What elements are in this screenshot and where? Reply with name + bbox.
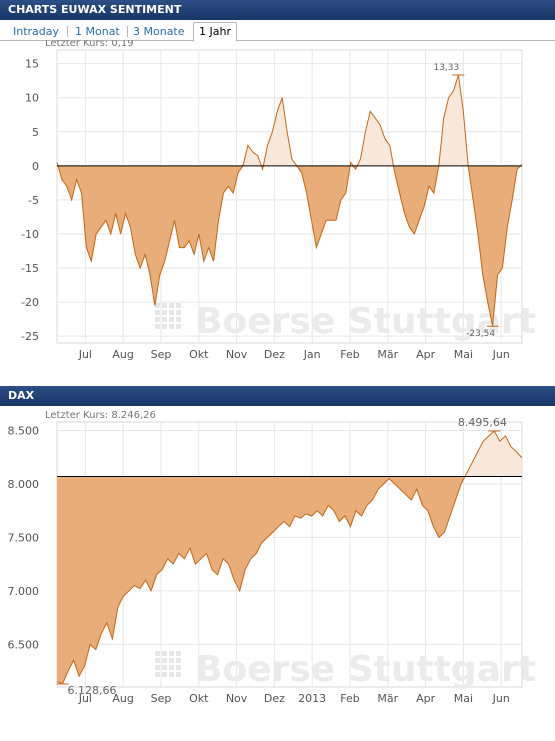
plot-frame — [56, 421, 523, 688]
x-tick-label: Nov — [226, 348, 248, 361]
x-tick-label: Mai — [454, 348, 473, 361]
watermark-logo-dot — [169, 317, 174, 322]
tab-separator — [127, 26, 128, 37]
y-tick-label: -20 — [21, 296, 39, 309]
tab-1-jahr[interactable]: 1 Jahr — [193, 22, 237, 42]
sentiment-chart: Jul Aug Sep Okt Nov Dez Jan Feb Mär Apr Mai Jun 15 10… — [0, 40, 555, 380]
watermark-logo-dot — [155, 672, 160, 677]
watermark-logo-dot — [162, 317, 167, 322]
watermark-logo-dot — [155, 658, 160, 663]
watermark-logo-dot — [176, 651, 181, 656]
tab-3-monate[interactable]: 3 Monate — [133, 25, 185, 38]
y-tick-label: 10 — [25, 92, 39, 105]
y-tick-label: 6.500 — [8, 638, 40, 651]
watermark-logo-dot — [155, 651, 160, 656]
watermark-logo-dot — [176, 303, 181, 308]
x-tick-label: Nov — [226, 692, 248, 705]
area-fill-below — [57, 476, 522, 684]
x-tick-label: 2013 — [298, 692, 326, 705]
watermark-logo-dot — [169, 672, 174, 677]
area-fill-below — [57, 165, 521, 327]
y-tick-label: 5 — [32, 126, 39, 139]
area-fill-above — [464, 431, 522, 477]
sentiment-chart-svg: Jul Aug Sep Okt Nov Dez Jan Feb Mär Apr Mai Jun 15 10… — [21, 40, 536, 361]
watermark-logo-dot — [155, 324, 160, 329]
x-tick-label: Apr — [416, 692, 436, 705]
x-tick-label: Jun — [492, 692, 510, 705]
y-tick-label: -5 — [28, 194, 39, 207]
x-tick-label: Feb — [340, 348, 359, 361]
dax-panel-title: DAX — [8, 389, 35, 402]
y-tick-label: 7.000 — [8, 585, 40, 598]
sentiment-panel-title: CHARTS EUWAX SENTIMENT — [8, 3, 182, 16]
watermark-logo-dot — [169, 651, 174, 656]
tab-intraday[interactable]: Intraday — [13, 25, 60, 38]
watermark-logo-dot — [176, 665, 181, 670]
last-price-label: Letzter Kurs: 0,19 — [45, 40, 134, 49]
watermark-logo-dot — [155, 317, 160, 322]
watermark-logo-dot — [176, 658, 181, 663]
watermark-logo-dot — [162, 651, 167, 656]
watermark-logo-dot — [162, 310, 167, 315]
y-tick-label: -25 — [21, 330, 39, 343]
watermark-logo-dot — [162, 672, 167, 677]
watermark-logo-dot — [176, 324, 181, 329]
watermark-text: Boerse Stuttgart — [195, 301, 536, 342]
x-tick-label: Jan — [303, 348, 321, 361]
watermark-text: Boerse Stuttgart — [195, 649, 536, 690]
dax-chart-svg: Jul Aug Sep Okt Nov Dez 2013 Feb Mär Apr Mai Jun 8.5… — [8, 410, 536, 705]
min-label: 6.128,66 — [68, 684, 117, 697]
watermark-logo-dot — [162, 303, 167, 308]
watermark-logo-dot — [169, 658, 174, 663]
y-tick-label: 7.500 — [8, 531, 40, 544]
x-tick-label: Apr — [416, 348, 436, 361]
watermark-logo-dot — [169, 324, 174, 329]
watermark-logo-dot — [176, 672, 181, 677]
x-tick-label: Aug — [112, 348, 133, 361]
x-tick-label: Mär — [377, 348, 398, 361]
x-tick-label: Dez — [264, 348, 285, 361]
y-tick-label: 8.500 — [8, 425, 40, 438]
last-price-label: Letzter Kurs: 8.246,26 — [45, 410, 156, 421]
x-tick-label: Okt — [189, 348, 209, 361]
watermark-logo-dot — [162, 665, 167, 670]
watermark-logo-dot — [176, 317, 181, 322]
watermark-logo-dot — [169, 303, 174, 308]
x-tick-label: Sep — [151, 348, 172, 361]
x-tick-label: Jul — [78, 348, 92, 361]
min-label: -23,54 — [466, 329, 495, 339]
tab-1-monat[interactable]: 1 Monat — [75, 25, 120, 38]
watermark-logo-dot — [155, 303, 160, 308]
max-label: 8.495,64 — [458, 416, 507, 429]
x-tick-label: Jun — [492, 348, 510, 361]
y-tick-label: 8.000 — [8, 478, 40, 491]
x-tick-label: Okt — [189, 692, 209, 705]
y-tick-label: 0 — [32, 160, 39, 173]
max-label: 13,33 — [433, 63, 459, 73]
y-tick-label: 15 — [25, 58, 39, 71]
x-tick-label: Jul — [78, 692, 92, 705]
watermark-logo-dot — [169, 310, 174, 315]
timeframe-tabs: Intraday 1 Monat 3 Monate 1 Jahr — [0, 20, 555, 42]
watermark-logo-dot — [162, 658, 167, 663]
x-tick-label: Aug — [112, 692, 133, 705]
watermark-logo-dot — [169, 665, 174, 670]
x-tick-label: Feb — [340, 692, 359, 705]
dax-chart: Jul Aug Sep Okt Nov Dez 2013 Feb Mär Apr Mai Jun 8.5… — [0, 406, 555, 741]
y-tick-label: -15 — [21, 262, 39, 275]
x-tick-label: Mär — [377, 692, 398, 705]
watermark-logo-dot — [176, 310, 181, 315]
x-tick-label: Sep — [151, 692, 172, 705]
series-line — [56, 74, 523, 327]
tab-separator — [67, 26, 68, 37]
x-tick-label: Dez — [264, 692, 285, 705]
dax-panel-header: DAX — [0, 386, 555, 406]
series-line — [56, 430, 523, 685]
watermark-logo-dot — [162, 324, 167, 329]
watermark-logo-dot — [155, 310, 160, 315]
sentiment-panel-header: CHARTS EUWAX SENTIMENT — [0, 0, 555, 20]
watermark-logo-dot — [155, 665, 160, 670]
x-tick-label: Mai — [454, 692, 473, 705]
y-tick-label: -10 — [21, 228, 39, 241]
